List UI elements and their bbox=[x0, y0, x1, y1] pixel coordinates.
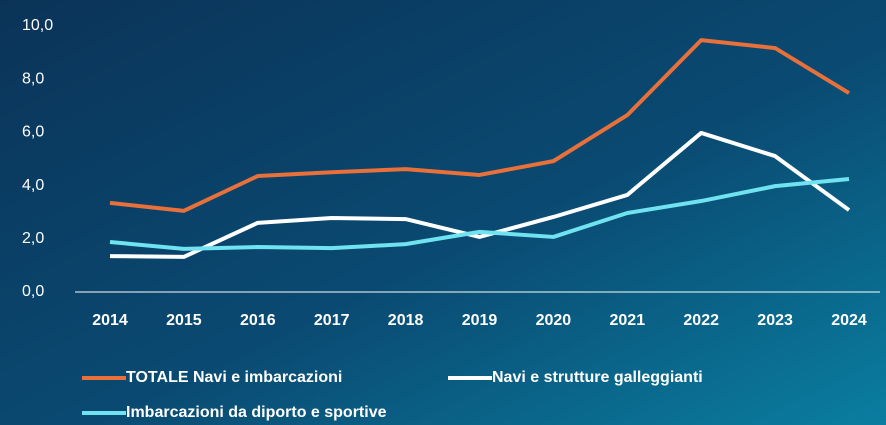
x-tick-label: 2023 bbox=[757, 312, 793, 329]
x-tick-label: 2017 bbox=[314, 312, 350, 329]
legend-label: TOTALE Navi e imbarcazioni bbox=[126, 369, 342, 386]
series-line bbox=[109, 130, 851, 259]
x-tick-label: 2024 bbox=[831, 312, 867, 329]
y-tick-label: 10,0 bbox=[22, 17, 53, 34]
y-tick-label: 6,0 bbox=[22, 124, 44, 141]
y-tick-label: 4,0 bbox=[22, 177, 44, 194]
x-tick-label: 2022 bbox=[683, 312, 719, 329]
x-tick-label: 2021 bbox=[610, 312, 646, 329]
legend-label: Imbarcazioni da diporto e sportive bbox=[126, 404, 387, 421]
y-tick-label: 8,0 bbox=[22, 70, 44, 87]
x-tick-label: 2014 bbox=[92, 312, 128, 329]
series-line bbox=[109, 38, 851, 213]
y-tick-label: 2,0 bbox=[22, 230, 44, 247]
x-tick-label: 2019 bbox=[462, 312, 498, 329]
y-tick-label: 0,0 bbox=[22, 283, 44, 300]
x-tick-label: 2018 bbox=[388, 312, 424, 329]
x-tick-label: 2020 bbox=[536, 312, 572, 329]
x-tick-label: 2016 bbox=[240, 312, 276, 329]
legend-label: Navi e strutture galleggianti bbox=[492, 369, 703, 386]
series-line bbox=[109, 176, 850, 251]
x-tick-label: 2015 bbox=[166, 312, 202, 329]
